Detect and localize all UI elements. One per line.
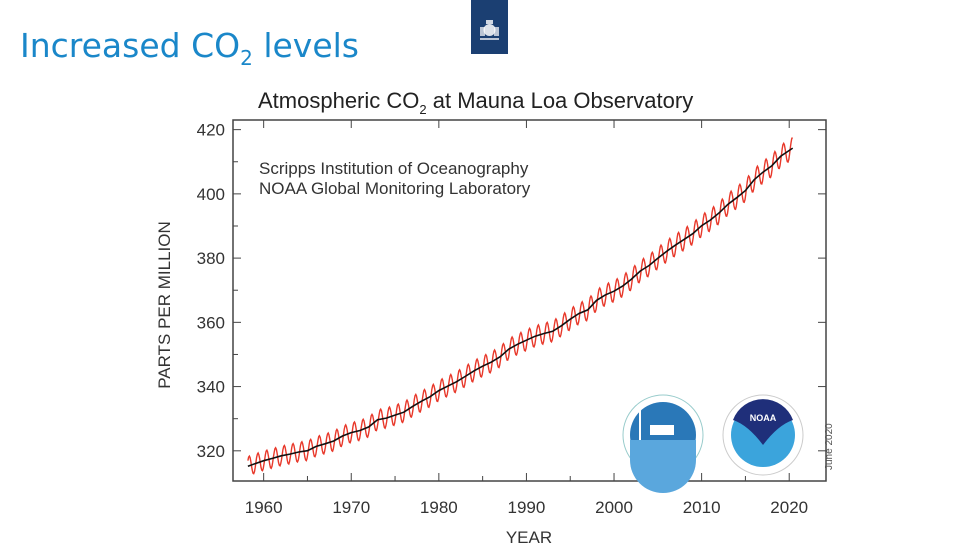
x-tick-label: 1990: [508, 498, 546, 517]
title-text: Increased CO: [20, 26, 241, 65]
scripps-logo: [622, 394, 704, 493]
y-tick-label: 320: [197, 442, 225, 461]
y-tick-label: 400: [197, 185, 225, 204]
x-tick-label: 2010: [683, 498, 721, 517]
y-tick-label: 340: [197, 378, 225, 397]
title-subscript: 2: [240, 46, 253, 70]
x-tick-label: 1970: [332, 498, 370, 517]
title-text-suffix: levels: [252, 26, 359, 65]
x-tick-label: 1980: [420, 498, 458, 517]
x-axis-label: YEAR: [506, 528, 552, 547]
chart-title-text: Atmospheric CO: [258, 88, 420, 113]
y-tick-label: 360: [197, 313, 225, 332]
plot-frame: [232, 119, 827, 482]
x-tick-label: 2020: [770, 498, 808, 517]
slide-title: Increased CO2 levels: [20, 26, 359, 70]
y-axis-label: PARTS PER MILLION: [155, 221, 174, 389]
date-note: June 2020: [824, 423, 835, 470]
monthly-co2-line: [247, 137, 794, 475]
y-tick-label: 420: [197, 121, 225, 140]
chart-title-subscript: 2: [419, 102, 427, 117]
chart-title: Atmospheric CO2 at Mauna Loa Observatory: [258, 88, 693, 117]
x-tick-label: 2000: [595, 498, 633, 517]
annotation-scripps: Scripps Institution of Oceanography: [259, 159, 529, 178]
x-tick-label: 1960: [245, 498, 283, 517]
coat-of-arms-logo: [471, 0, 508, 54]
trend-co2-line: [247, 147, 794, 467]
annotation-noaa: NOAA Global Monitoring Laboratory: [259, 179, 531, 198]
noaa-logo-text: NOAA: [750, 413, 777, 423]
noaa-logo: NOAA: [722, 394, 804, 476]
chart-title-suffix: at Mauna Loa Observatory: [426, 88, 694, 113]
y-tick-label: 380: [197, 249, 225, 268]
